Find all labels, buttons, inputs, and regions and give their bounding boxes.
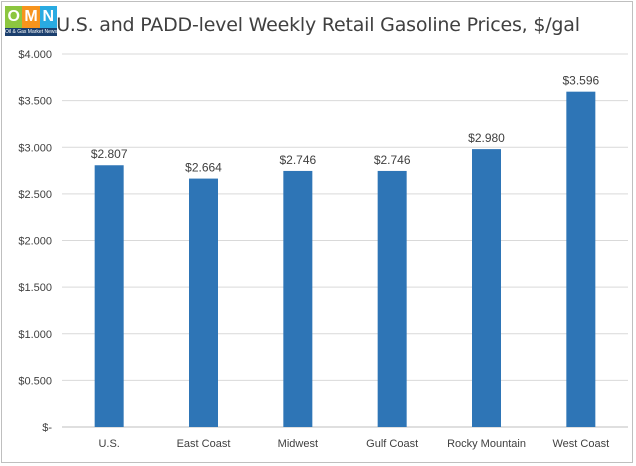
x-tick-label: West Coast	[553, 438, 610, 450]
data-label: $2.746	[374, 153, 411, 167]
x-tick-label: Midwest	[278, 438, 318, 450]
data-label: $2.664	[185, 161, 222, 175]
x-tick-label: Gulf Coast	[366, 438, 418, 450]
bar	[283, 170, 313, 428]
y-tick-label: $1.500	[18, 282, 52, 294]
x-tick-label: East Coast	[177, 438, 231, 450]
bar	[566, 91, 596, 427]
y-tick-label: $3.500	[18, 96, 52, 108]
logo-letter-m: M	[22, 6, 40, 28]
x-tick-label: U.S.	[98, 438, 119, 450]
bar	[94, 165, 124, 427]
y-tick-label: $4.000	[18, 49, 52, 61]
logo-caption: Oil & Gas Market News	[5, 28, 57, 36]
brand-logo: O M N Oil & Gas Market News	[5, 6, 57, 36]
logo-letter-o: O	[5, 6, 23, 28]
y-tick-label: $-	[42, 422, 52, 434]
logo-letter-n: N	[39, 6, 57, 28]
y-tick-label: $2.500	[18, 189, 52, 201]
data-label: $2.980	[468, 131, 505, 145]
x-tick-label: Rocky Mountain	[447, 438, 526, 450]
data-label: $3.596	[562, 74, 599, 88]
y-tick-label: $1.000	[18, 329, 52, 341]
bar	[377, 170, 407, 428]
bar	[472, 149, 501, 428]
data-label: $2.746	[279, 153, 316, 167]
y-tick-label: $2.000	[18, 236, 52, 248]
chart-title: U.S. and PADD-level Weekly Retail Gasoli…	[56, 14, 580, 36]
y-tick-label: $0.500	[18, 375, 52, 387]
bar	[189, 178, 218, 427]
y-tick-label: $3.000	[18, 142, 52, 154]
data-label: $2.807	[91, 147, 128, 161]
